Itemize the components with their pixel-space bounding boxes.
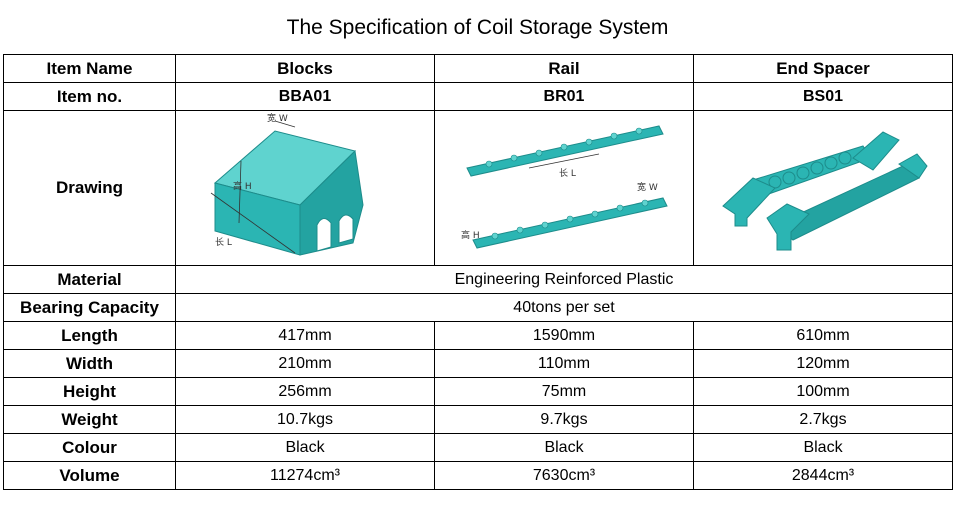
dimension-label: 宽 W — [267, 113, 288, 124]
row-label: Bearing Capacity — [3, 293, 176, 322]
dimension-label: 高 H — [233, 180, 252, 192]
row-label: Weight — [3, 405, 176, 434]
table-cell: 120mm — [693, 349, 953, 378]
table-cell: BR01 — [434, 82, 694, 111]
table-cell: Black — [175, 433, 435, 462]
table-row: Colour Black Black Black — [3, 433, 953, 462]
table-row: Bearing Capacity 40tons per set — [3, 293, 953, 322]
table-cell: BS01 — [693, 82, 953, 111]
table-cell: Black — [434, 433, 694, 462]
table-row: Drawing 宽 W 高 H 长 L — [3, 110, 953, 266]
row-label: Item no. — [3, 82, 176, 111]
table-row: Width 210mm 110mm 120mm — [3, 349, 953, 378]
table-row: Weight 10.7kgs 9.7kgs 2.7kgs — [3, 405, 953, 434]
table-cell: Engineering Reinforced Plastic — [175, 265, 953, 294]
dimension-label: 宽 W — [637, 181, 658, 193]
drawing-cell-rail: 长 L 宽 W 高 H — [434, 110, 694, 266]
rail-drawing-image: 长 L 宽 W 高 H — [461, 125, 668, 249]
table-cell: Black — [693, 433, 953, 462]
column-header: Rail — [434, 54, 694, 83]
table-row: Height 256mm 75mm 100mm — [3, 377, 953, 406]
row-label: Length — [3, 321, 176, 350]
table-cell: 75mm — [434, 377, 694, 406]
table-cell: 100mm — [693, 377, 953, 406]
table-cell: 417mm — [175, 321, 435, 350]
row-label: Height — [3, 377, 176, 406]
drawing-cell-blocks: 宽 W 高 H 长 L — [175, 110, 435, 266]
table-cell: 256mm — [175, 377, 435, 406]
spec-table: Item Name Blocks Rail End Spacer Item no… — [3, 54, 953, 490]
table-row: Length 417mm 1590mm 610mm — [3, 321, 953, 350]
table-cell: 210mm — [175, 349, 435, 378]
table-cell: BBA01 — [175, 82, 435, 111]
table-cell: 2844cm³ — [693, 461, 953, 490]
column-header: Blocks — [175, 54, 435, 83]
table-cell: 40tons per set — [175, 293, 953, 322]
table-cell: 610mm — [693, 321, 953, 350]
table-row: Item Name Blocks Rail End Spacer — [3, 54, 953, 83]
column-header: End Spacer — [693, 54, 953, 83]
table-cell: 9.7kgs — [434, 405, 694, 434]
row-label: Item Name — [3, 54, 176, 83]
table-row: Item no. BBA01 BR01 BS01 — [3, 82, 953, 111]
page-title: The Specification of Coil Storage System — [286, 16, 669, 39]
table-cell: 2.7kgs — [693, 405, 953, 434]
table-cell: 7630cm³ — [434, 461, 694, 490]
end-spacer-drawing-image — [722, 131, 928, 251]
table-cell: 110mm — [434, 349, 694, 378]
table-row: Material Engineering Reinforced Plastic — [3, 265, 953, 294]
table-row: Volume 11274cm³ 7630cm³ 2844cm³ — [3, 461, 953, 490]
drawing-cell-end-spacer — [693, 110, 953, 266]
dimension-label: 长 L — [215, 236, 232, 248]
dimension-label: 高 H — [461, 229, 480, 241]
row-label: Drawing — [3, 110, 176, 266]
row-label: Width — [3, 349, 176, 378]
row-label: Volume — [3, 461, 176, 490]
dimension-label: 长 L — [559, 167, 576, 179]
table-cell: 10.7kgs — [175, 405, 435, 434]
table-cell: 1590mm — [434, 321, 694, 350]
row-label: Colour — [3, 433, 176, 462]
row-label: Material — [3, 265, 176, 294]
blocks-drawing-image: 宽 W 高 H 长 L — [210, 113, 364, 256]
table-cell: 11274cm³ — [175, 461, 435, 490]
